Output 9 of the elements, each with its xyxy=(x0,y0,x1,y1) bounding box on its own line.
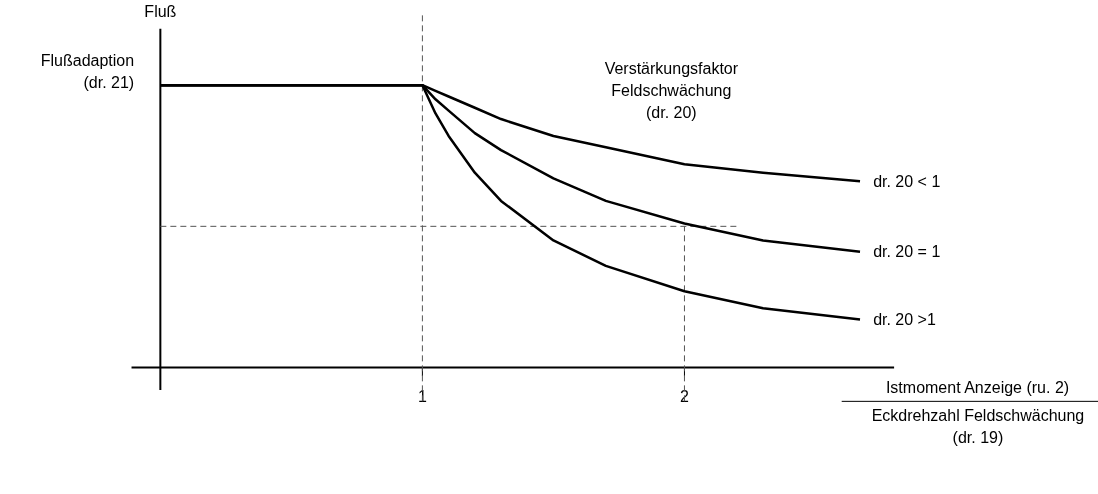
annotation: Flußadaption (dr. 21) xyxy=(40,51,135,91)
x-axis-title: Istmoment Anzeige (ru. 2) Eckdrehzahl Feldschwächung (dr. 19) xyxy=(871,378,1085,447)
y-axis-title: Fluß xyxy=(144,3,177,21)
series-label: dr. 20 < 1 xyxy=(873,172,941,190)
annotation: Verstärkungsfaktor Feldschwächung (dr. 20) xyxy=(604,60,739,122)
series-label: dr. 20 = 1 xyxy=(873,243,941,261)
x-tick-label: 1 xyxy=(417,388,427,406)
x-tick-label: 2 xyxy=(680,388,690,406)
series-label: dr. 20 >1 xyxy=(873,310,936,328)
